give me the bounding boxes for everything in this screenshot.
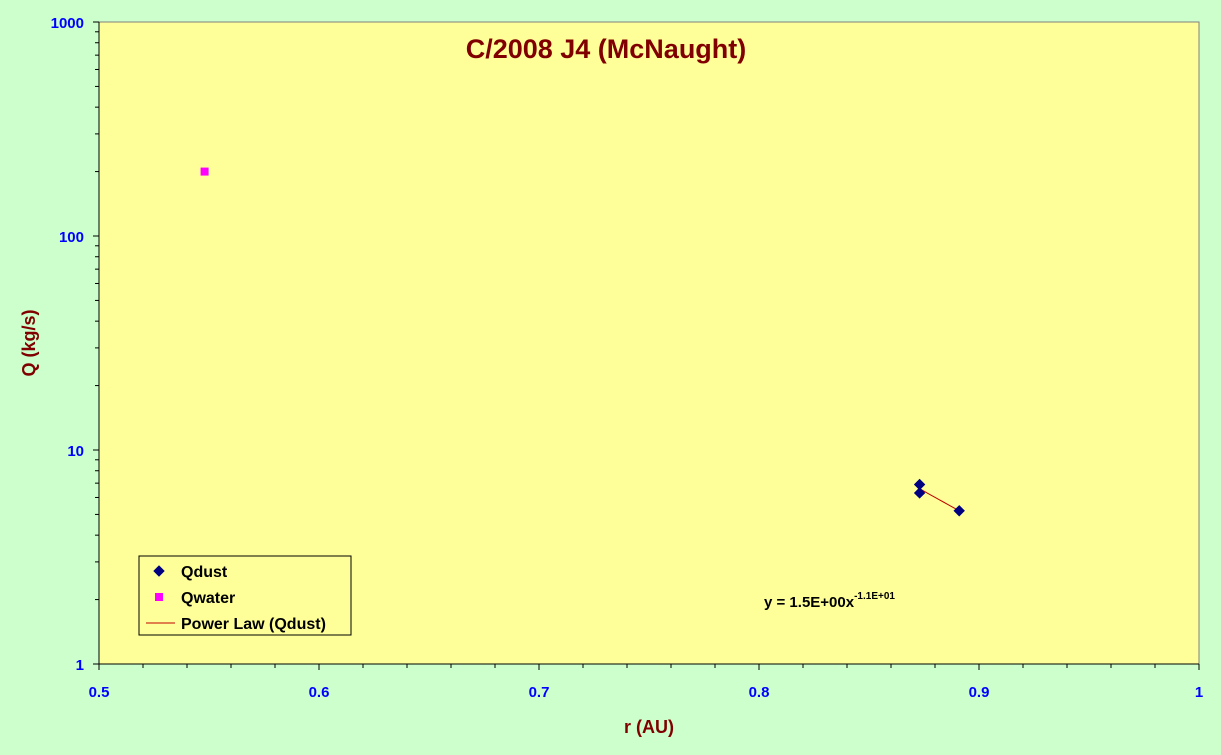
power-law-trendline <box>919 488 960 512</box>
y-tick-label: 10 <box>67 443 84 460</box>
x-tick-label: 0.5 <box>89 684 110 701</box>
y-tick-label: 100 <box>59 229 84 246</box>
trendline-layer <box>919 488 960 512</box>
legend: Qdust Qwater Power Law (Qdust) <box>138 555 352 636</box>
x-tick-label: 1 <box>1195 684 1203 701</box>
x-tick-label: 0.9 <box>969 684 990 701</box>
legend-qdust-label: Qdust <box>181 564 228 581</box>
y-axis-title: Q (kg/s) <box>19 309 39 376</box>
qwater-point <box>200 167 209 176</box>
y-tick-label: 1000 <box>51 15 84 32</box>
y-minor-ticks <box>95 31 99 601</box>
legend-qdust-marker <box>153 565 165 577</box>
x-minor-ticks <box>98 664 1200 668</box>
qdust-point <box>913 487 926 499</box>
points-layer <box>200 167 965 517</box>
x-axis-title: r (AU) <box>624 717 674 737</box>
y-ticks: 1 10 100 1000 <box>51 15 99 674</box>
x-tick-label: 0.7 <box>529 684 550 701</box>
trendline-equation-exponent: -1.1E+01 <box>854 591 895 602</box>
trendline-equation: y = 1.5E+00x-1.1E+01 <box>764 591 895 611</box>
trendline-equation-main: y = 1.5E+00x <box>764 594 855 611</box>
x-ticks: 0.5 0.6 0.7 0.8 0.9 1 <box>89 664 1203 701</box>
legend-box <box>138 555 352 636</box>
qdust-point <box>953 505 965 517</box>
x-tick-label: 0.8 <box>749 684 770 701</box>
legend-qwater-label: Qwater <box>181 590 235 607</box>
legend-power-law-label: Power Law (Qdust) <box>181 616 326 633</box>
x-tick-label: 0.6 <box>309 684 330 701</box>
legend-qwater-marker <box>155 593 163 601</box>
y-tick-label: 1 <box>76 657 84 674</box>
chart-title: C/2008 J4 (McNaught) <box>466 34 747 64</box>
